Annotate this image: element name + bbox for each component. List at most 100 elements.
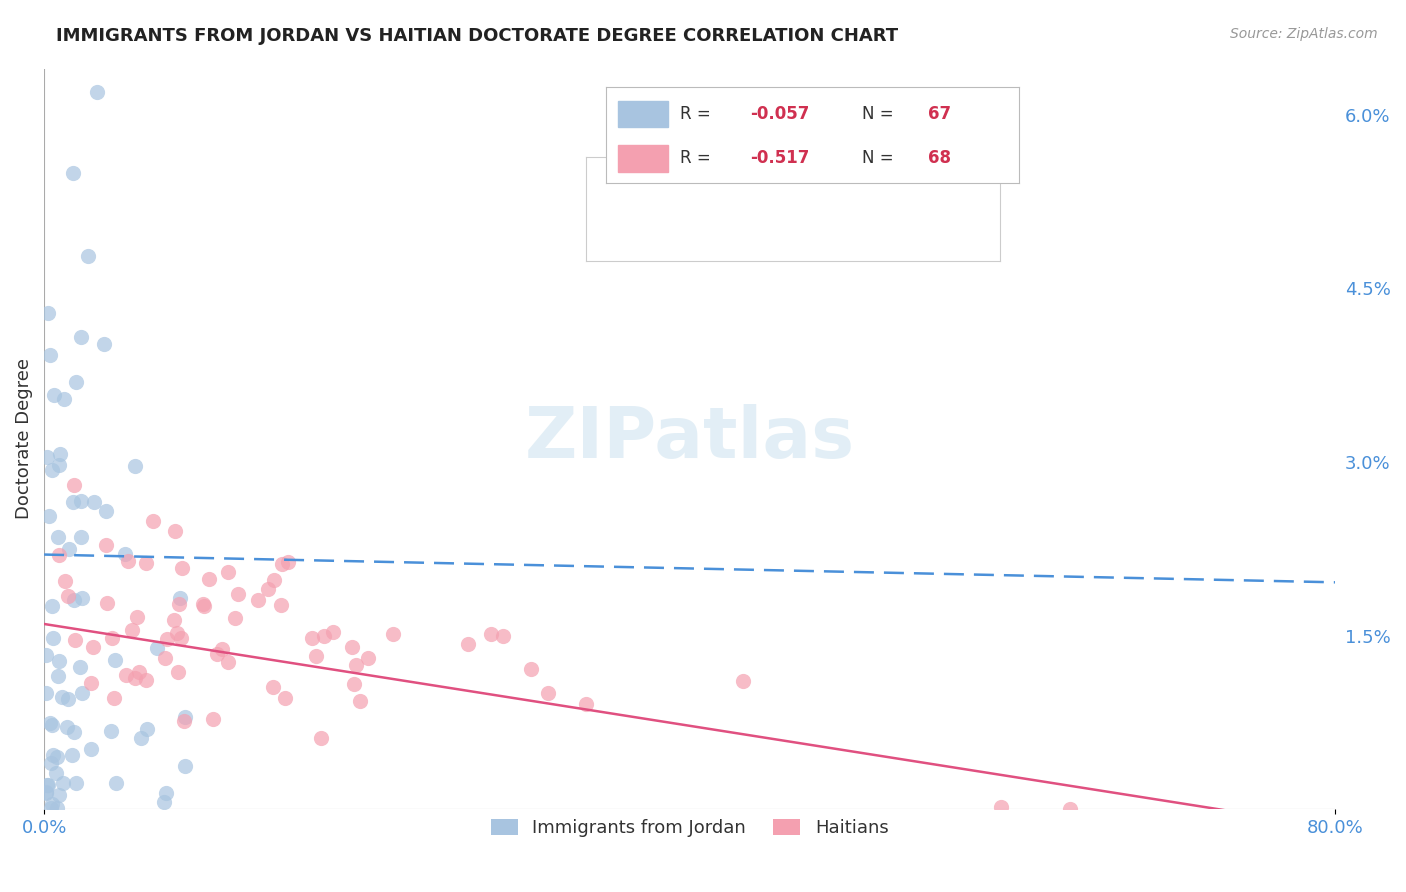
Point (224, 611, 246, 625)
Point (174, 709, 197, 723)
Point (167, 665, 190, 680)
Point (537, 686, 560, 700)
Point (70, 494, 93, 508)
Point (41, 797, 63, 811)
Point (37, 778, 59, 792)
Point (37, 306, 59, 320)
Point (520, 662, 543, 676)
Point (35, 778, 58, 792)
Point (48, 654, 70, 668)
Point (170, 561, 193, 575)
Point (62, 495, 84, 509)
Point (53, 574, 76, 588)
Point (39, 716, 62, 731)
Point (41, 599, 63, 613)
Point (309, 731, 332, 746)
Point (167, 598, 190, 612)
Point (39, 801, 62, 815)
Point (491, 629, 513, 643)
Point (51, 775, 73, 789)
Point (217, 565, 239, 579)
Point (56, 589, 79, 603)
Point (42, 631, 65, 645)
Point (136, 723, 159, 737)
Point (41, 463, 63, 477)
Point (96, 596, 118, 610)
Point (146, 640, 169, 655)
Point (344, 657, 367, 672)
Point (226, 587, 249, 601)
Text: Source: ZipAtlas.com: Source: ZipAtlas.com (1230, 27, 1378, 41)
Point (35, 786, 58, 800)
Point (65, 632, 87, 647)
Point (39, 348, 62, 362)
Point (103, 691, 125, 706)
Point (217, 655, 239, 669)
Point (731, 674, 754, 689)
Point (100, 631, 122, 645)
Point (312, 629, 335, 643)
Point (48, 548, 70, 562)
Point (575, 697, 598, 711)
Point (117, 554, 139, 568)
Point (70, 530, 93, 544)
Point (349, 694, 371, 708)
Point (60, 747, 83, 762)
Point (191, 597, 214, 611)
Point (86, 85, 108, 99)
Point (121, 623, 143, 637)
Point (479, 627, 502, 641)
Point (198, 572, 221, 586)
Point (104, 653, 127, 667)
Point (169, 631, 191, 645)
Point (256, 582, 278, 597)
Point (46, 669, 69, 683)
Point (301, 631, 323, 645)
Point (305, 649, 328, 664)
Point (114, 547, 136, 561)
Point (153, 651, 176, 665)
Point (42, 748, 65, 763)
Point (69, 660, 91, 674)
Point (63, 724, 86, 739)
Point (246, 593, 269, 607)
Point (83, 495, 105, 509)
Point (205, 647, 228, 661)
Point (262, 680, 284, 694)
Point (124, 671, 146, 685)
Point (56, 692, 79, 706)
Point (322, 624, 344, 639)
Point (39, 756, 62, 770)
Point (173, 714, 195, 728)
Point (46, 530, 69, 544)
Point (457, 638, 479, 652)
Point (65, 775, 87, 789)
Point (52, 392, 75, 406)
Point (38, 508, 60, 523)
Point (357, 650, 380, 665)
Point (70, 330, 93, 344)
Point (174, 759, 197, 773)
Point (35, 450, 58, 464)
Point (166, 625, 188, 640)
Point (270, 598, 292, 612)
Point (114, 668, 136, 682)
Point (135, 556, 157, 570)
Point (93, 337, 115, 351)
Point (46, 749, 69, 764)
Point (124, 458, 146, 473)
Point (49, 447, 72, 461)
Point (155, 786, 177, 800)
Point (79, 742, 101, 756)
Point (1059, 802, 1081, 816)
Point (41, 718, 63, 732)
Point (63, 478, 86, 492)
Point (105, 776, 128, 790)
Point (80, 675, 103, 690)
Point (82, 640, 104, 655)
Point (65, 375, 87, 389)
Point (45, 765, 67, 780)
Point (211, 641, 233, 656)
Point (343, 676, 366, 690)
Point (58, 541, 80, 556)
